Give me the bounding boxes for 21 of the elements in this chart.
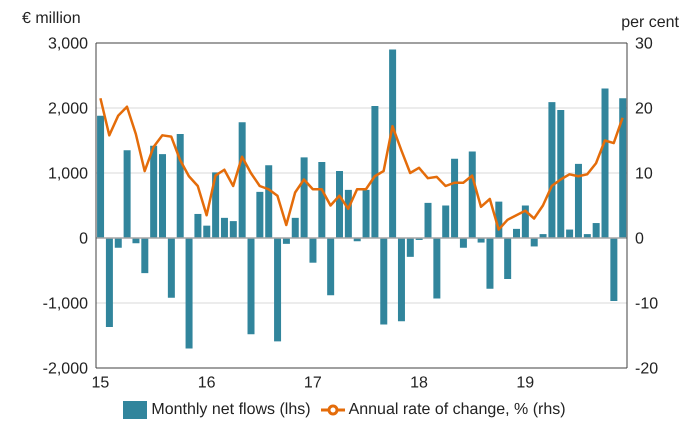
y-tick-label: -1,000 [42,296,88,313]
x-tick-label: 17 [304,374,322,392]
y-tick-label: 1,000 [48,166,88,183]
x-tick-label: 18 [410,374,428,392]
x-tick-label: 16 [198,374,216,392]
x-tick-label: 19 [516,374,534,392]
y-tick-label: 2,000 [48,100,88,118]
y2-tick-label: 10 [635,166,653,183]
legend-label: Monthly net flows (lhs) [151,401,311,418]
y2-tick-label: 0 [635,230,644,248]
y-tick-label: 3,000 [48,36,88,53]
y2-tick-label: -10 [635,296,658,313]
y-axis-title: € million [22,10,81,28]
legend-label: Annual rate of change, % (rhs) [348,401,566,418]
y2-tick-label: 30 [635,36,653,53]
y2-axis-title: per cent [621,14,679,32]
y-tick-label: -2,000 [42,360,88,378]
y2-tick-label: 20 [635,100,653,118]
y-tick-label: 0 [79,230,88,248]
y2-tick-label: -20 [635,360,658,378]
x-tick-label: 15 [92,374,110,392]
